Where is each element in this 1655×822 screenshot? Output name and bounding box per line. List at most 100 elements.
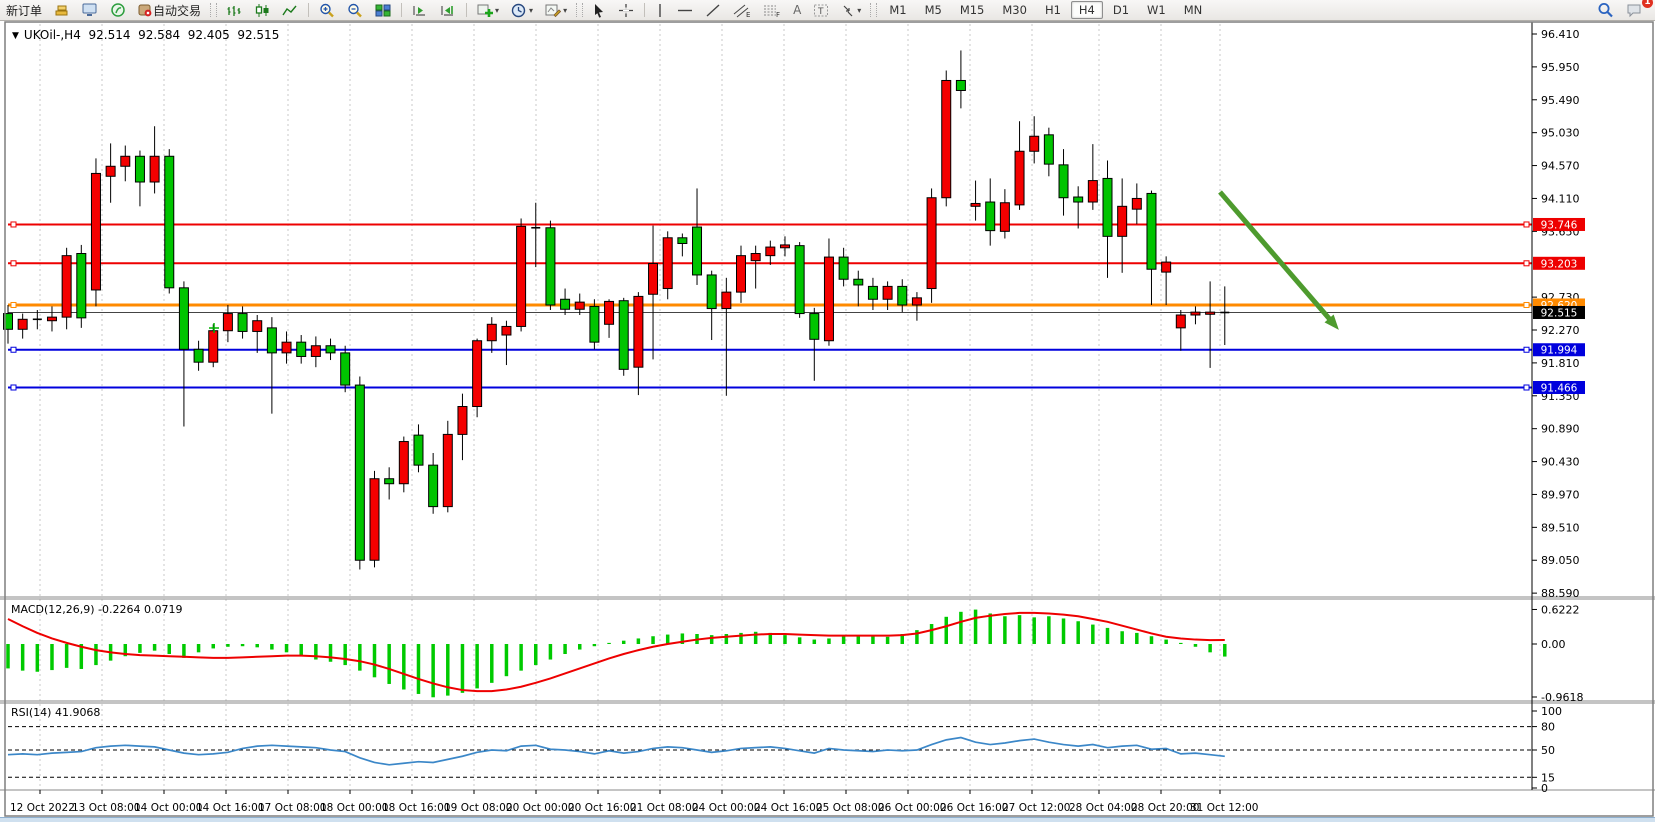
candle-down [1102, 177, 1113, 237]
chart-shift-button[interactable] [435, 0, 461, 20]
fibonacci-tool-button[interactable]: F [758, 0, 786, 20]
candle-up [281, 341, 292, 354]
price-tick-label: 90.430 [1541, 456, 1580, 469]
price-tick-label: 95.950 [1541, 61, 1580, 74]
trendline-tool-button[interactable] [700, 0, 726, 20]
timeframe-M1[interactable]: M1 [889, 3, 907, 17]
notifications-button[interactable]: 1 [1621, 0, 1653, 20]
text-tool-button[interactable]: A [793, 3, 802, 17]
cursor-button[interactable] [587, 0, 611, 20]
collapse-triangle-icon[interactable]: ▼ [12, 31, 19, 41]
channel-tool-button[interactable]: E [728, 0, 756, 20]
hline-anchor[interactable] [1523, 384, 1530, 391]
tile-windows-button[interactable] [370, 0, 396, 20]
rsi-tick-label: 100 [1541, 705, 1562, 718]
svg-text:T: T [817, 7, 824, 17]
hline-anchor[interactable] [1523, 301, 1530, 308]
signal-icon[interactable] [105, 0, 131, 20]
timeframe-W1[interactable]: W1 [1147, 3, 1166, 17]
candle-down [589, 305, 600, 343]
candle-up [970, 202, 981, 207]
hline-anchor[interactable] [10, 260, 17, 267]
candle-down [867, 285, 878, 300]
timeframe-D1[interactable]: D1 [1112, 3, 1130, 17]
hline-anchor[interactable] [10, 346, 17, 353]
time-tick-label: 26 Oct 16:00 [940, 802, 1008, 814]
timeframe-M5[interactable]: M5 [924, 3, 942, 17]
timeframe-M15[interactable]: M15 [959, 3, 985, 17]
time-tick-label: 25 Oct 08:00 [816, 802, 884, 814]
timeframe-MN[interactable]: MN [1183, 3, 1203, 17]
macd-indicator-label: MACD(12,26,9) -0.2264 0.0719 [11, 603, 183, 616]
candle-up [369, 478, 380, 561]
gold-bars-icon[interactable] [49, 0, 75, 20]
new-chart-button[interactable]: ▾ [472, 0, 504, 20]
hline-anchor[interactable] [1523, 221, 1530, 228]
candle-up [46, 316, 57, 322]
hline-anchor[interactable] [10, 301, 17, 308]
time-tick-label: 13 Oct 08:00 [72, 802, 140, 814]
candle-down [809, 313, 820, 340]
candle-up [1029, 135, 1040, 152]
candle-down [955, 79, 966, 91]
candle-up [941, 79, 952, 199]
search-icon[interactable] [1592, 0, 1619, 20]
price-tick-label: 89.510 [1541, 521, 1580, 534]
timeframe-toolbar: M1 M5 M15 M30 H1 H4 D1 W1 MN [880, 1, 1211, 19]
chart-candles-button[interactable] [249, 0, 275, 20]
autotrading-button[interactable]: 自动交易 [133, 0, 206, 20]
zoom-in-button[interactable] [314, 0, 340, 20]
macd-tick-label: 0.00 [1541, 638, 1566, 651]
arrows-tool-button[interactable]: ▾ [836, 0, 866, 20]
hline-anchor[interactable] [1523, 346, 1530, 353]
chart-bars-button[interactable] [221, 0, 247, 20]
terminal-icon[interactable] [77, 0, 103, 20]
hline-anchor[interactable] [10, 221, 17, 228]
rsi-tick-label: 0 [1541, 782, 1548, 795]
candle-up [1117, 205, 1128, 237]
timeframe-H1[interactable]: H1 [1044, 3, 1061, 17]
chart-line-button[interactable] [277, 0, 303, 20]
period-clock-button[interactable]: ▾ [506, 0, 538, 20]
macd-tick-label: -0.9618 [1541, 691, 1583, 704]
label-tool-button[interactable]: T [808, 0, 834, 20]
vline-tool-button[interactable] [650, 0, 670, 20]
candle-up [882, 285, 893, 300]
template-button[interactable]: ▾ [540, 0, 572, 20]
candle-up [222, 313, 233, 332]
trend-arrow[interactable] [1218, 190, 1335, 325]
candle-up [90, 172, 101, 291]
candle-up [911, 297, 922, 306]
hline-anchor[interactable] [1523, 260, 1530, 267]
price-tag [1533, 217, 1585, 231]
timeframe-M30[interactable]: M30 [1002, 3, 1027, 17]
timeframe-H4[interactable]: H4 [1070, 1, 1103, 19]
time-tick-label: 17 Oct 08:00 [258, 802, 326, 814]
zoom-out-button[interactable] [342, 0, 368, 20]
hline-tool-button[interactable] [672, 0, 698, 20]
candle-down [384, 478, 395, 485]
plus-marker[interactable] [209, 323, 219, 333]
candle-up [472, 340, 483, 408]
new-order-button[interactable]: 新订单 [1, 0, 47, 20]
price-tick-label: 88.590 [1541, 587, 1580, 600]
auto-scroll-button[interactable] [407, 0, 433, 20]
candle-down [560, 298, 571, 310]
time-tick-label: 20 Oct 00:00 [506, 802, 574, 814]
toolbar-grip [870, 3, 878, 17]
candle-up [721, 291, 732, 310]
candle-down [897, 285, 908, 306]
price-tick-label: 94.110 [1541, 192, 1580, 205]
crosshair-button[interactable] [613, 0, 639, 20]
trend-arrow-head[interactable] [1324, 314, 1339, 330]
price-tick-label: 91.810 [1541, 357, 1580, 370]
toolbar-separator [644, 3, 646, 17]
chart-canvas[interactable]: 96.41095.95095.49095.03094.57094.11093.6… [0, 20, 1655, 822]
rsi-tick-label: 15 [1541, 771, 1555, 784]
bottom-edge-strip [0, 817, 1655, 822]
candle-up [633, 295, 644, 368]
candle-down [266, 327, 277, 354]
candle-down [1043, 134, 1054, 165]
hline-anchor[interactable] [10, 384, 17, 391]
candle-up [648, 263, 659, 295]
